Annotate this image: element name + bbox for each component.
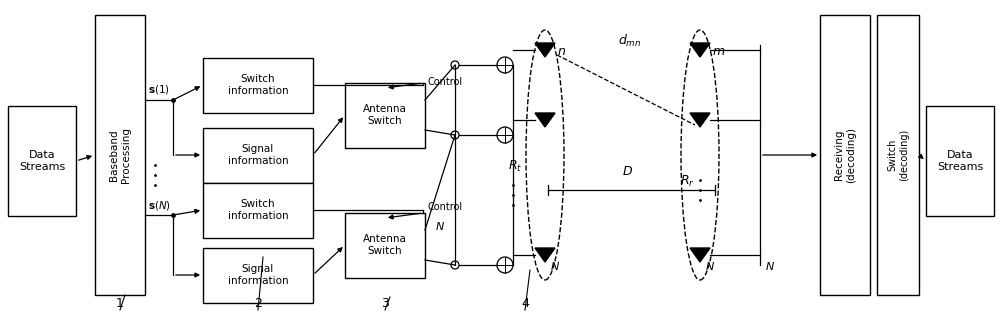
Text: Baseband
Processing: Baseband Processing (109, 127, 131, 183)
Text: Switch
information: Switch information (228, 74, 288, 96)
FancyBboxPatch shape (820, 15, 870, 295)
Text: $n$: $n$ (557, 45, 566, 58)
Text: $N$: $N$ (705, 260, 715, 272)
Text: $\mathbf{s}(\mathit{N})$: $\mathbf{s}(\mathit{N})$ (148, 198, 171, 212)
Text: 1: 1 (116, 297, 124, 310)
FancyBboxPatch shape (203, 127, 313, 183)
Text: $N$: $N$ (765, 260, 775, 272)
Text: Switch
(decoding): Switch (decoding) (887, 129, 909, 181)
FancyBboxPatch shape (8, 106, 76, 216)
Text: Receiving
(decoding): Receiving (decoding) (834, 127, 856, 183)
Text: 3: 3 (381, 297, 389, 310)
Text: Data
Streams: Data Streams (937, 150, 983, 172)
FancyBboxPatch shape (203, 57, 313, 112)
FancyBboxPatch shape (203, 183, 313, 238)
FancyBboxPatch shape (95, 15, 145, 295)
FancyBboxPatch shape (203, 247, 313, 302)
FancyBboxPatch shape (345, 213, 425, 277)
Text: $R_r$: $R_r$ (680, 174, 695, 189)
Polygon shape (535, 113, 555, 127)
Text: Control: Control (427, 77, 462, 87)
Polygon shape (535, 248, 555, 262)
Polygon shape (690, 43, 710, 57)
FancyBboxPatch shape (926, 106, 994, 216)
FancyBboxPatch shape (877, 15, 919, 295)
Text: Antenna
Switch: Antenna Switch (363, 104, 407, 126)
Polygon shape (690, 113, 710, 127)
Text: $m$: $m$ (712, 45, 725, 58)
Text: Signal
information: Signal information (228, 264, 288, 286)
Text: $N$: $N$ (550, 260, 560, 272)
Text: $D$: $D$ (622, 165, 634, 178)
Text: $R_t$: $R_t$ (508, 159, 522, 174)
Text: 4: 4 (521, 297, 529, 310)
Text: Data
Streams: Data Streams (19, 150, 65, 172)
Text: $\mathbf{s}(1)$: $\mathbf{s}(1)$ (148, 83, 170, 97)
Text: Control: Control (427, 202, 462, 212)
Text: $d_{mn}$: $d_{mn}$ (618, 33, 642, 49)
Polygon shape (535, 43, 555, 57)
Text: 2: 2 (254, 297, 262, 310)
Polygon shape (690, 248, 710, 262)
Text: Switch
information: Switch information (228, 199, 288, 221)
Text: $N$: $N$ (435, 220, 445, 232)
Text: Antenna
Switch: Antenna Switch (363, 234, 407, 256)
Text: Signal
information: Signal information (228, 144, 288, 166)
FancyBboxPatch shape (345, 82, 425, 148)
